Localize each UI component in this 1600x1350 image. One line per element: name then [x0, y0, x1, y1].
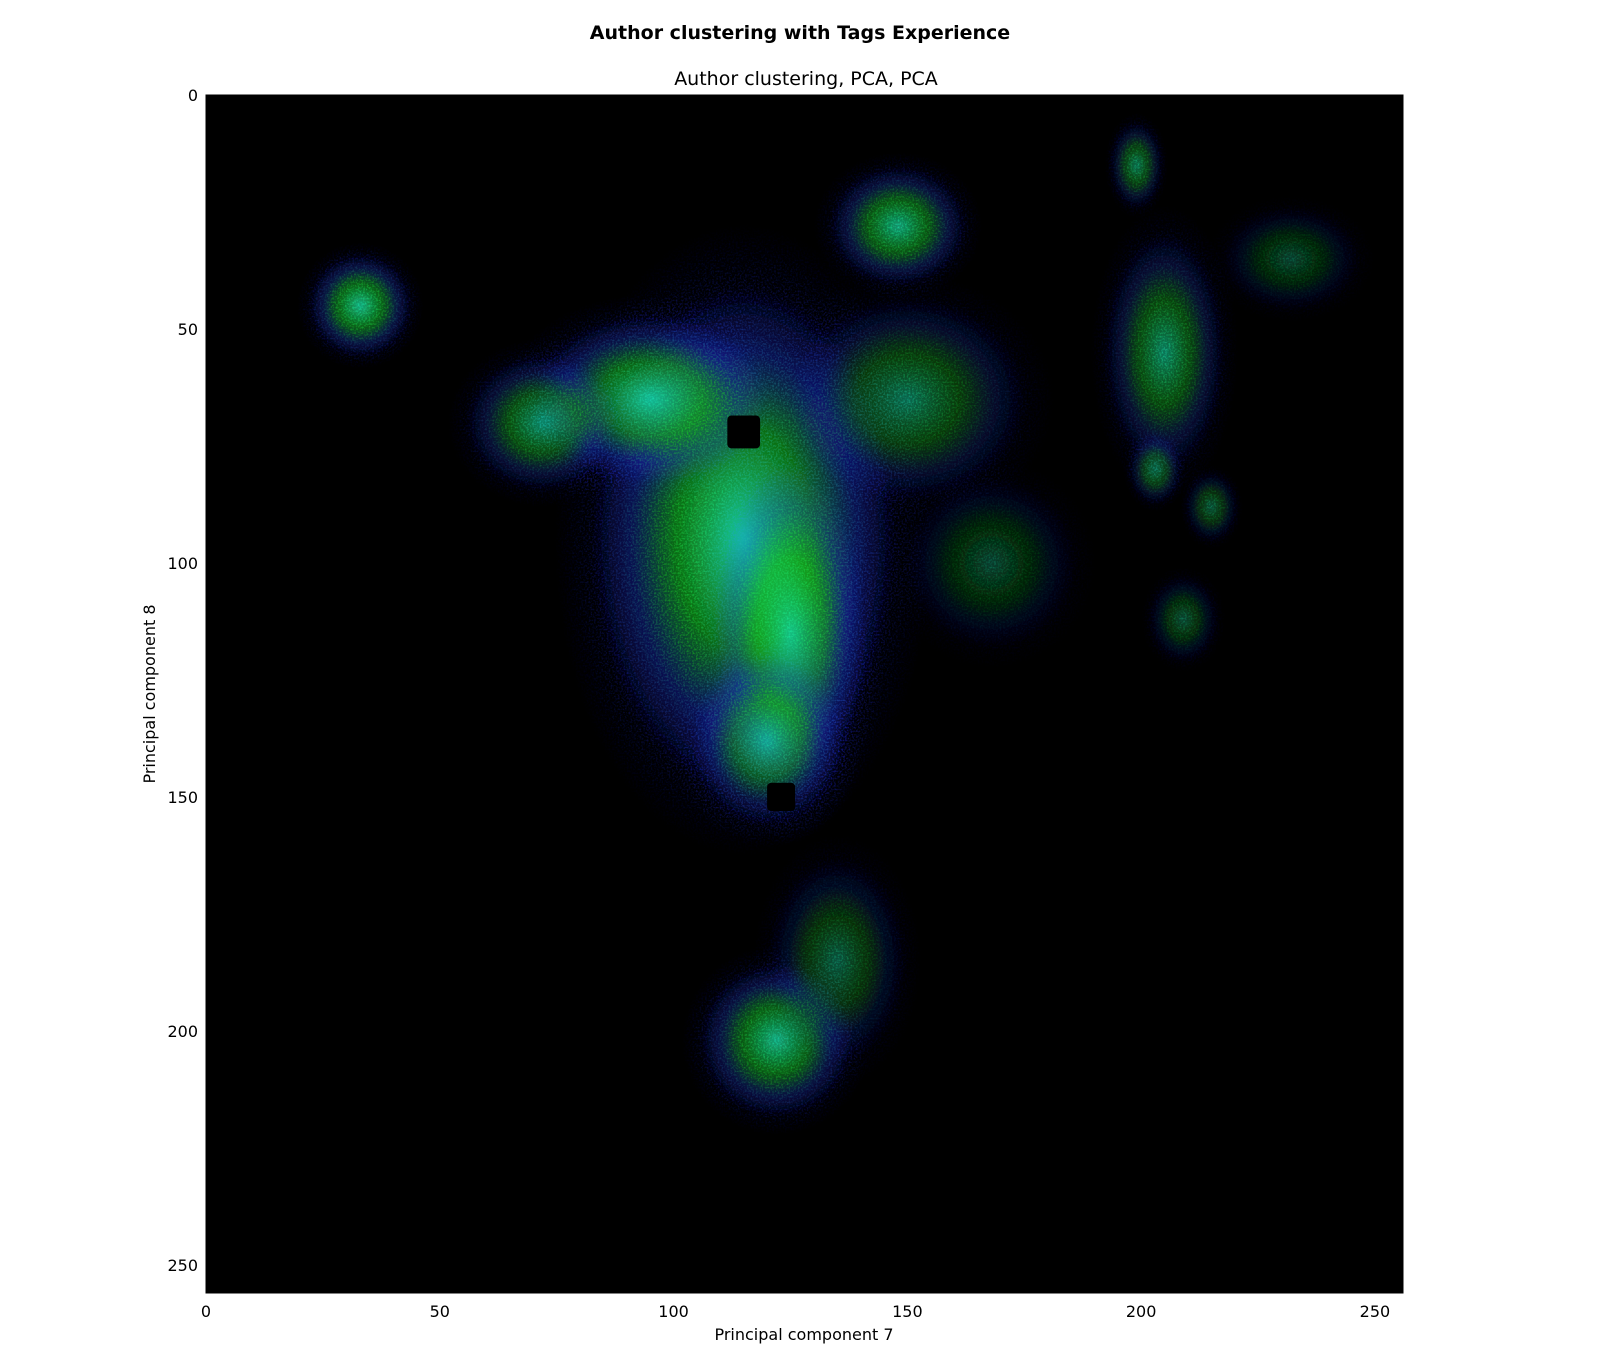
density-cluster-speckle: [1206, 195, 1375, 322]
x-tick-label: 200: [1126, 1302, 1157, 1321]
y-tick-label: 200: [167, 1022, 198, 1041]
empty-cell: [767, 782, 796, 811]
x-axis: 0 50 100 150 200 250: [201, 1287, 1390, 1321]
density-cluster-speckle: [813, 152, 983, 300]
y-tick-label: 0: [188, 86, 198, 105]
heatmap-layer: [297, 112, 1375, 1136]
x-tick-label: 100: [658, 1302, 689, 1321]
density-cluster-speckle: [1179, 464, 1243, 549]
y-axis-label: Principal component 8: [140, 604, 159, 783]
density-cluster-speckle: [447, 338, 638, 507]
empty-cell: [727, 415, 761, 449]
density-cluster-speckle: [1123, 427, 1187, 512]
density-cluster-speckle: [1090, 204, 1239, 500]
y-tick-label: 100: [167, 554, 198, 573]
plot-frame: [205, 94, 1404, 1294]
density-cluster-speckle: [1104, 112, 1169, 218]
x-tick-label: 150: [892, 1302, 923, 1321]
chart-title: Author clustering, PCA, PCA: [674, 68, 938, 90]
y-axis: 0 50 100 150 200 250: [167, 86, 212, 1275]
y-tick-label: 150: [167, 788, 198, 807]
x-tick-label: 50: [430, 1302, 450, 1321]
density-cluster-speckle: [672, 635, 862, 847]
density-cluster-speckle: [1141, 566, 1226, 672]
x-axis-label: Principal component 7: [714, 1325, 893, 1344]
x-tick-label: 0: [201, 1302, 211, 1321]
figure-suptitle: Author clustering with Tags Experience: [589, 22, 1011, 44]
y-tick-label: 50: [178, 320, 198, 339]
density-cluster-speckle: [886, 457, 1097, 669]
y-tick-label: 250: [167, 1256, 198, 1275]
density-cluster-speckle: [297, 242, 424, 369]
x-tick-label: 250: [1360, 1302, 1391, 1321]
density-cluster-speckle: [753, 834, 922, 1088]
